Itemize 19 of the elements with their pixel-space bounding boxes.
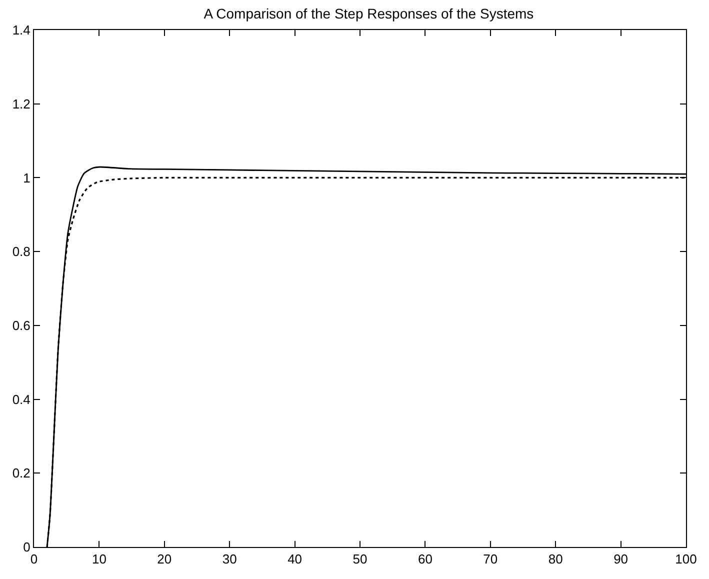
x-tick-label: 10 (92, 552, 106, 567)
y-tick-label: 0.4 (12, 392, 30, 407)
x-tick-label: 90 (614, 552, 628, 567)
y-tick-label: 0.8 (12, 244, 30, 260)
x-tick-label: 80 (548, 552, 563, 567)
y-tick-label: 0.6 (12, 318, 30, 333)
x-tick-label: 70 (483, 552, 498, 567)
x-tick-label: 60 (418, 552, 432, 567)
x-tick-label: 40 (288, 552, 302, 567)
y-tick-label: 1 (23, 170, 30, 186)
y-tick-label: 1.2 (12, 96, 30, 112)
y-tick-label: 0.2 (12, 466, 30, 481)
chart-title: A Comparison of the Step Responses of the Systems (204, 5, 534, 22)
x-tick-label: 50 (352, 552, 368, 567)
x-tick-label: 100 (675, 552, 697, 567)
x-tick-label: 20 (157, 552, 172, 567)
x-tick-label: 30 (222, 552, 237, 567)
y-tick-label: 0 (23, 540, 30, 555)
y-tick-label: 1.4 (12, 22, 30, 38)
